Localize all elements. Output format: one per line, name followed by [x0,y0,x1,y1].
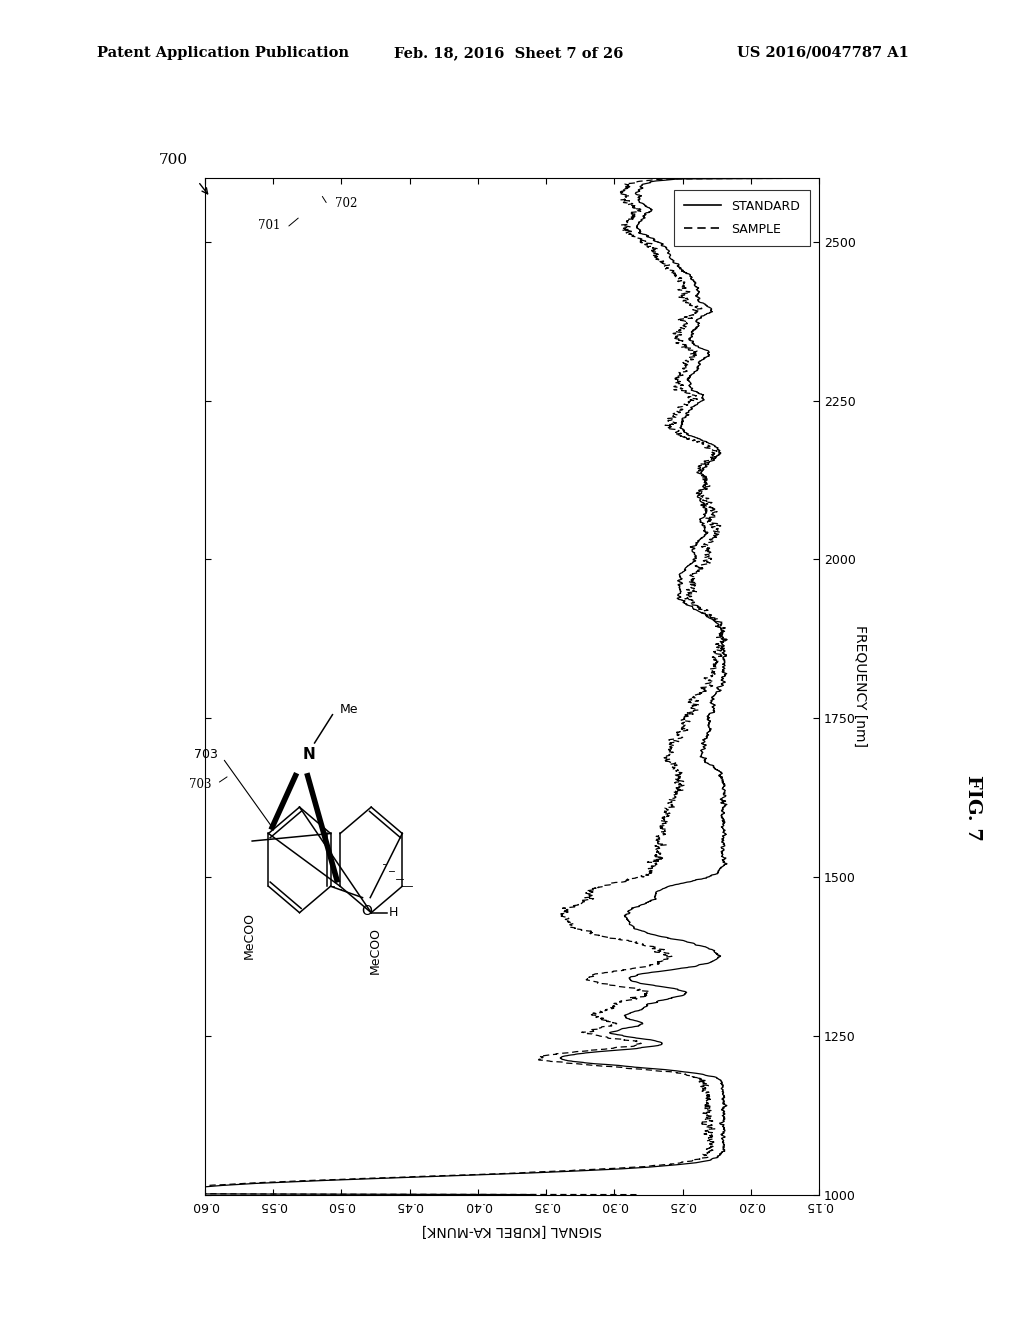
X-axis label: SIGNAL [KUBEL KA-MUNK]: SIGNAL [KUBEL KA-MUNK] [422,1224,602,1238]
Text: 703: 703 [189,777,212,791]
Text: 701: 701 [257,219,280,232]
Text: US 2016/0047787 A1: US 2016/0047787 A1 [737,46,909,59]
Text: N: N [303,747,315,762]
Text: Patent Application Publication: Patent Application Publication [97,46,349,59]
Legend: STANDARD, SAMPLE: STANDARD, SAMPLE [674,190,810,246]
Text: O: O [361,904,372,917]
Y-axis label: FREQUENCY [nm]: FREQUENCY [nm] [853,626,867,747]
Text: MeCOO: MeCOO [244,912,256,958]
Text: Me: Me [340,702,358,715]
Text: Feb. 18, 2016  Sheet 7 of 26: Feb. 18, 2016 Sheet 7 of 26 [394,46,624,59]
Text: 700: 700 [159,153,187,166]
Text: MeCOO: MeCOO [369,927,382,974]
Text: 703: 703 [194,748,217,760]
Text: H: H [389,907,398,919]
Text: 702: 702 [335,197,357,210]
Text: FIG. 7: FIG. 7 [964,775,982,841]
